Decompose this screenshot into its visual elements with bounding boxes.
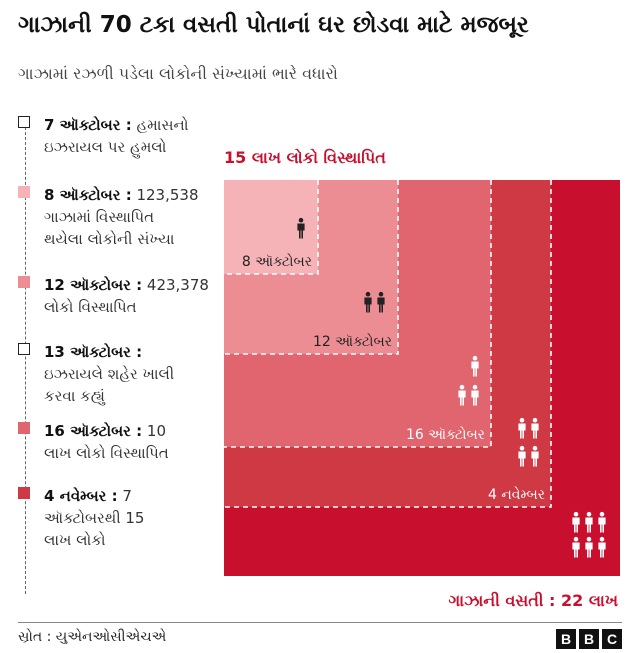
series-label: 12 ઑક્ટોબર: [313, 333, 392, 350]
series-icons: [364, 291, 385, 313]
footer-divider: [18, 622, 622, 623]
chart-total-label: ગાઝાની વસતી : 22 લાખ: [448, 591, 618, 610]
page-title: ગાઝાની 70 ટકા વસતી પોતાનાં ઘર છોડવા માટે…: [18, 12, 529, 38]
series-icons: [458, 355, 479, 406]
timeline-marker: [18, 186, 30, 198]
timeline-text: ઑક્ટોબરથી 15 લાખ લોકો: [44, 509, 145, 549]
timeline-date: 7 ઑક્ટોબર :: [44, 116, 132, 134]
timeline-marker: [18, 276, 30, 288]
person-icon: [531, 417, 539, 439]
series-boundary: [224, 180, 399, 355]
timeline-text: લાખ લોકો વિસ્થાપિત: [44, 444, 169, 462]
series-label: 4 નવેમ્બર: [488, 486, 545, 503]
person-icon: [297, 217, 305, 239]
series-icons: [518, 417, 539, 467]
timeline-marker: [18, 116, 30, 128]
person-icon: [572, 511, 580, 533]
person-icon: [518, 445, 526, 467]
person-icon: [598, 511, 606, 533]
timeline-date: 8 ઑક્ટોબર :: [44, 186, 132, 204]
timeline-date: 13 ઑક્ટોબર :: [44, 343, 143, 361]
total-population-icons: [572, 511, 606, 558]
page-subtitle: ગાઝામાં રઝળી પડેલા લોકોની સંખ્યામાં ભારે…: [18, 64, 338, 83]
timeline-text: લોકો વિસ્થાપિત: [44, 298, 137, 316]
series-icons: [297, 217, 305, 239]
person-icon: [364, 291, 372, 313]
timeline-text: 7: [117, 487, 132, 505]
timeline-marker: [18, 343, 30, 355]
chart-title: 15 લાખ લોકો વિસ્થાપિત: [224, 148, 386, 167]
person-icon: [458, 384, 466, 406]
person-icon: [518, 417, 526, 439]
person-icon: [531, 445, 539, 467]
person-icon: [585, 511, 593, 533]
timeline-text: હમાસનો: [131, 116, 189, 134]
series-label: 8 ઑક્ટોબર: [242, 253, 312, 270]
person-icon: [377, 291, 385, 313]
timeline-text: 423,378: [142, 276, 209, 294]
timeline-text: 123,538: [131, 186, 199, 204]
timeline-text: 10: [142, 422, 166, 440]
timeline-text: ગાઝામાં વિસ્થાપિત થયેલા લોકોની સંખ્યા: [44, 208, 175, 248]
series-boundary: [224, 180, 492, 448]
person-icon: [471, 384, 479, 406]
timeline-date: 16 ઑક્ટોબર :: [44, 422, 143, 440]
bbc-logo-letter: C: [602, 629, 622, 649]
timeline-text: ઇઝરાયલે શહેર ખાલી કરવા કહ્યું: [44, 365, 175, 405]
person-icon: [585, 536, 593, 558]
timeline-marker: [18, 422, 30, 434]
timeline-marker: [18, 487, 30, 499]
timeline-date: 12 ઑક્ટોબર :: [44, 276, 143, 294]
person-icon: [572, 536, 580, 558]
series-boundary: [224, 180, 319, 275]
bbc-logo-letter: B: [579, 629, 599, 649]
source-text: સ્રોત : યુએનઓસીએચએ: [18, 629, 167, 645]
bbc-logo: B B C: [556, 629, 622, 649]
series-boundary: [224, 180, 552, 508]
bbc-logo-letter: B: [556, 629, 576, 649]
person-icon: [598, 536, 606, 558]
timeline-text: ઇઝરાયલ પર હુમલો: [44, 138, 167, 156]
series-label: 16 ઑક્ટોબર: [406, 426, 485, 443]
timeline-date: 4 નવેમ્બર :: [44, 487, 118, 505]
timeline-line: [25, 122, 27, 594]
person-icon: [471, 355, 479, 377]
